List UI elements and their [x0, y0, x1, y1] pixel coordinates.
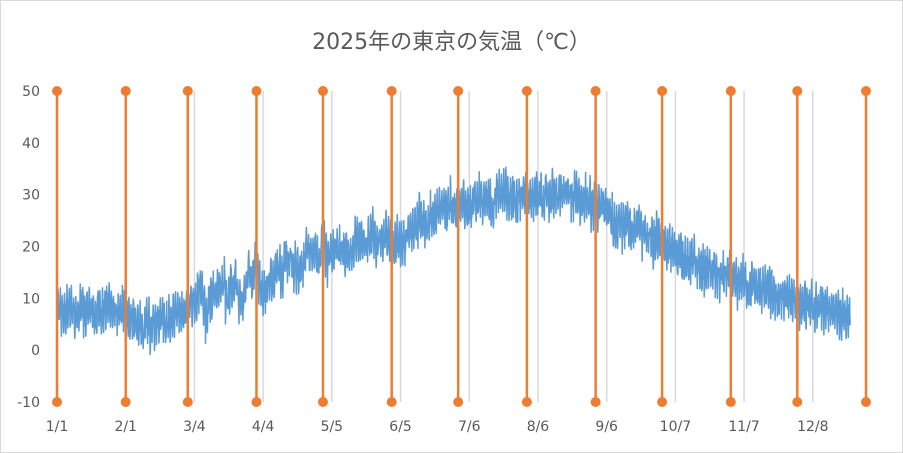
- marker-point-bottom: [657, 397, 668, 407]
- vertical-gridlines: [56, 91, 867, 402]
- marker-point-top: [725, 86, 736, 96]
- marker-point-top: [317, 86, 328, 96]
- marker-point-top: [182, 86, 193, 96]
- y-tick-label: 30: [22, 188, 40, 204]
- temperature-series-line: [56, 166, 851, 356]
- marker-point-bottom: [52, 397, 62, 407]
- x-tick-label: 8/6: [527, 419, 550, 435]
- marker-point-top: [590, 86, 601, 96]
- marker-point-top: [792, 86, 803, 96]
- marker-point-bottom: [386, 397, 397, 407]
- marker-point-bottom: [725, 397, 736, 407]
- marker-point-top: [521, 86, 532, 96]
- y-tick-label: 40: [22, 136, 40, 152]
- x-tick-label: 5/5: [321, 419, 344, 435]
- x-tick-label: 12/8: [797, 419, 828, 435]
- x-tick-label: 4/4: [252, 419, 275, 435]
- x-tick-label: 3/4: [183, 419, 206, 435]
- orange-marker-lines: [52, 86, 871, 407]
- y-tick-label: 20: [22, 240, 40, 256]
- chart-title: 2025年の東京の気温（℃）: [312, 30, 591, 55]
- marker-point-top: [251, 86, 262, 96]
- marker-point-top: [657, 86, 668, 96]
- marker-point-bottom: [861, 397, 871, 407]
- marker-point-bottom: [120, 397, 131, 407]
- marker-point-bottom: [182, 397, 193, 407]
- y-axis-tick-labels: -10 0 10 20 30 40 50: [17, 84, 40, 411]
- marker-point-top: [120, 86, 131, 96]
- x-tick-label: 11/7: [728, 419, 759, 435]
- marker-point-top: [52, 86, 62, 96]
- y-tick-label: 10: [22, 291, 40, 307]
- marker-point-bottom: [453, 397, 464, 407]
- x-tick-label: 7/6: [458, 419, 481, 435]
- y-tick-label: 50: [22, 84, 40, 100]
- marker-point-bottom: [521, 397, 532, 407]
- marker-point-top: [453, 86, 464, 96]
- x-tick-label: 1/1: [46, 419, 69, 435]
- x-tick-label: 6/5: [389, 419, 412, 435]
- marker-point-top: [861, 86, 871, 96]
- marker-point-bottom: [792, 397, 803, 407]
- x-tick-label: 9/6: [595, 419, 618, 435]
- x-axis-tick-labels: 1/1 2/1 3/4 4/4 5/5 6/5 7/6 8/6 9/6 10/7 11/7 12/8: [46, 419, 829, 435]
- marker-point-bottom: [251, 397, 262, 407]
- y-tick-label: 0: [31, 343, 40, 359]
- marker-point-bottom: [317, 397, 328, 407]
- x-tick-label: 10/7: [660, 419, 691, 435]
- marker-point-bottom: [590, 397, 601, 407]
- marker-point-top: [386, 86, 397, 96]
- y-tick-label: -10: [17, 395, 40, 411]
- x-tick-label: 2/1: [114, 419, 137, 435]
